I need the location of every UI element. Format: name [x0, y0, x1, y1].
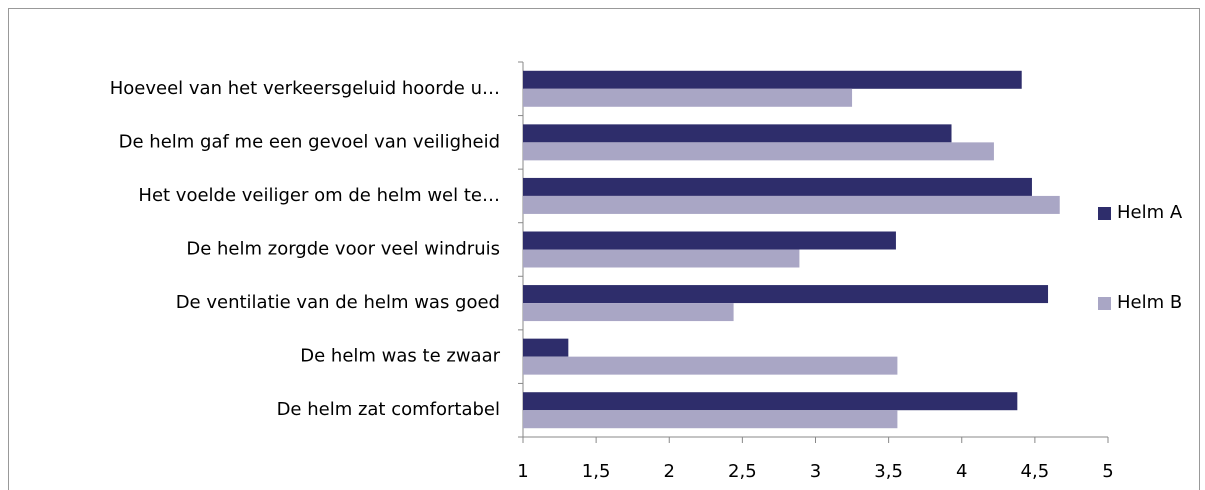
- bar: [523, 195, 1060, 214]
- x-tick-label: 2,5: [728, 461, 757, 482]
- x-tick-label: 4,5: [1021, 461, 1050, 482]
- bar: [523, 285, 1049, 304]
- x-tick-label: 4: [956, 461, 967, 482]
- bar: [523, 142, 994, 161]
- legend-label: Helm A: [1117, 202, 1183, 223]
- y-tick-label: De helm was te zwaar: [300, 346, 500, 367]
- bar: [523, 338, 569, 357]
- bar: [523, 392, 1018, 411]
- x-tick-label: 3: [810, 461, 821, 482]
- y-tick-label: De ventilatie van de helm was goed: [176, 292, 500, 313]
- x-tick-label: 2: [664, 461, 675, 482]
- bar: [523, 356, 898, 375]
- y-tick-label: Hoeveel van het verkeersgeluid hoorde u…: [110, 78, 500, 99]
- chart-frame: [8, 8, 1200, 490]
- bar: [523, 303, 734, 322]
- bar: [523, 88, 853, 107]
- bar: [523, 231, 896, 250]
- bar: [523, 410, 898, 429]
- y-tick-label: De helm zat comfortabel: [277, 399, 500, 420]
- legend-swatch: [1098, 297, 1111, 310]
- x-tick-label: 1: [517, 461, 528, 482]
- bar: [523, 249, 800, 268]
- y-tick-label: De helm zorgde voor veel windruis: [186, 239, 500, 260]
- y-tick-label: Het voelde veiliger om de helm wel te…: [138, 185, 500, 206]
- legend-swatch: [1098, 207, 1111, 220]
- bar: [523, 124, 952, 143]
- y-tick-label: De helm gaf me een gevoel van veiligheid: [119, 131, 500, 152]
- bar: [523, 177, 1032, 196]
- x-tick-label: 5: [1102, 461, 1113, 482]
- x-tick-label: 1,5: [582, 461, 611, 482]
- bar: [523, 70, 1022, 89]
- legend-label: Helm B: [1117, 292, 1182, 313]
- x-tick-label: 3,5: [874, 461, 903, 482]
